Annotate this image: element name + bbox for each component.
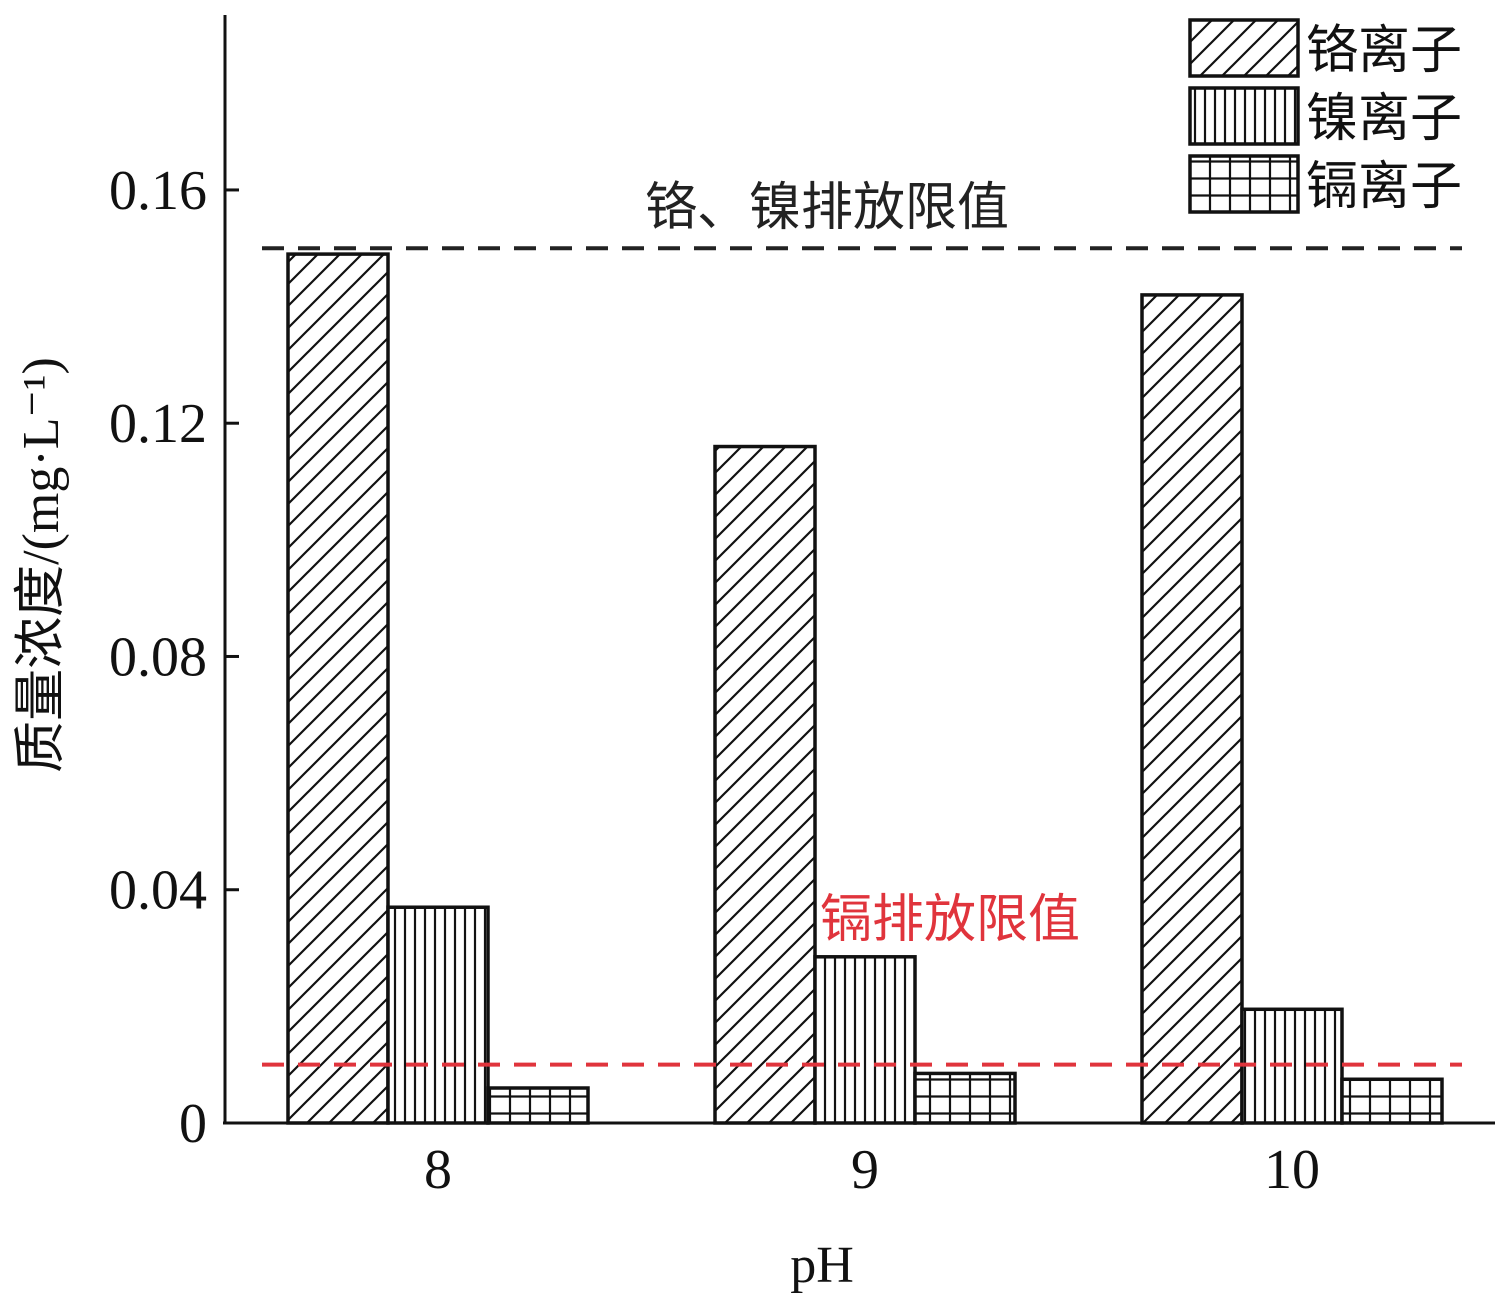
reference-line-label-1: 铬、镍排放限值	[645, 178, 1009, 238]
legend-swatch-3	[1188, 154, 1300, 214]
legend-swatch-1	[1188, 18, 1300, 78]
bar-series-3-ph-8	[486, 1086, 590, 1125]
bar-series-1-ph-8	[286, 252, 390, 1125]
bar-series-1-ph-10	[1140, 293, 1244, 1125]
y-tick-label: 0	[179, 1093, 207, 1155]
reference-line-label-2: 镉排放限值	[820, 890, 1080, 950]
bar-series-3-ph-10	[1340, 1077, 1444, 1125]
y-tick-label: 0.12	[109, 393, 207, 455]
bar-series-3-ph-9	[913, 1071, 1017, 1125]
legend-label-3: 镉离子	[1306, 157, 1462, 217]
bar-series-1-ph-9	[713, 444, 817, 1125]
y-axis-title: 质量浓度/(mg·L⁻¹)	[13, 357, 70, 773]
legend-label-2: 镍离子	[1306, 89, 1462, 149]
bar-series-2-ph-8	[386, 905, 490, 1125]
x-tick-label: 9	[851, 1139, 879, 1201]
y-tick-label: 0.04	[109, 860, 207, 922]
bars-layer	[286, 252, 1444, 1125]
x-axis-title: pH	[790, 1237, 854, 1294]
bar-series-2-ph-9	[813, 955, 917, 1125]
y-tick-label: 0.08	[109, 626, 207, 688]
x-tick-label: 8	[424, 1139, 452, 1201]
legend-swatch-2	[1188, 86, 1300, 146]
legend-label-1: 铬离子	[1306, 21, 1462, 81]
y-tick-label: 0.16	[109, 160, 207, 222]
x-tick-label: 10	[1264, 1139, 1320, 1201]
y-ticks-layer: 0 0.04 0.08 0.12 0.16	[109, 160, 239, 1155]
x-ticks-layer: 8 9 10	[424, 1139, 1320, 1201]
